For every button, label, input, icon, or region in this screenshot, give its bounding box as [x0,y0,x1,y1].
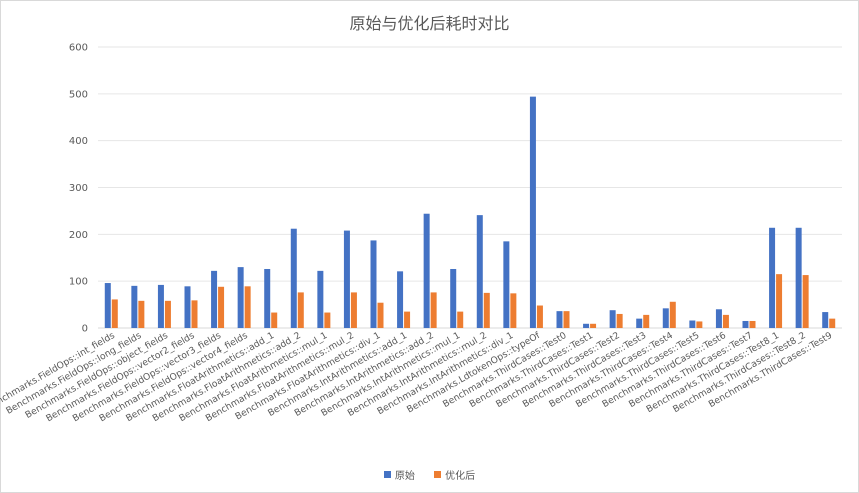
bar-original [715,309,722,328]
bar-original [795,227,802,328]
bar-original [583,323,590,328]
legend-label-original: 原始 [394,471,415,482]
bar-optimized [802,275,809,328]
bar-optimized [510,293,517,328]
y-tick-label: 300 [69,183,88,194]
bar-original [131,285,138,328]
bar-original [689,320,696,328]
bar-optimized [563,311,570,328]
bar-optimized [616,313,623,328]
legend-item-optimized: 优化后 [434,467,475,482]
bar-optimized [696,321,703,328]
bar-original [503,241,510,328]
y-tick-label: 200 [69,230,88,241]
bar-original [184,286,191,328]
bar-original [370,240,377,328]
bar-optimized [829,318,836,328]
bar-optimized [669,301,676,328]
bar-optimized [138,300,145,328]
bar-original [104,283,111,328]
y-tick-label: 0 [82,324,88,335]
bar-original [636,318,643,328]
bar-original [769,227,776,328]
chart-title: 原始与优化后耗时对比 [349,14,510,33]
bar-original [529,96,536,328]
bar-optimized [271,312,278,328]
bar-optimized [324,312,331,328]
bar-original [450,268,457,328]
bar-optimized [749,320,756,328]
legend: 原始 优化后 [0,467,859,482]
bar-optimized [536,305,543,328]
legend-label-optimized: 优化后 [445,471,476,482]
y-tick-label: 500 [69,89,88,100]
bar-optimized [722,314,729,328]
bar-original [343,230,350,328]
bar-original [237,267,244,328]
bar-original [476,215,483,328]
y-tick-label: 100 [69,277,88,288]
bar-original [423,213,430,328]
bar-optimized [218,286,225,328]
y-tick-label: 600 [69,43,88,54]
bar-optimized [297,292,304,328]
bar-original [662,308,669,328]
y-tick-label: 400 [69,136,88,147]
gridlines [98,46,842,329]
bar-original [290,228,297,328]
x-axis-labels: Benchmarks.FieldOps::int_fieldsBenchmark… [0,330,834,425]
bar-original [742,320,749,328]
bar-optimized [590,323,597,328]
bar-optimized [643,314,650,328]
bar-optimized [457,311,464,328]
legend-swatch-optimized [434,471,442,478]
bar-optimized [430,292,437,328]
bar-optimized [191,300,198,328]
bar-optimized [164,300,171,328]
bar-original [264,268,271,328]
legend-swatch-original [383,471,391,478]
bar-original [822,312,829,328]
bar-optimized [244,286,251,328]
legend-item-original: 原始 [383,467,415,482]
bar-original [317,270,324,328]
bar-optimized [483,292,490,328]
bar-optimized [350,292,357,328]
bar-optimized [377,302,384,328]
bars [104,96,836,328]
bar-optimized [776,274,783,328]
bar-original [397,271,404,328]
bar-original [211,270,218,328]
bar-optimized [111,299,118,328]
bar-original [157,284,164,328]
bar-original [609,310,616,328]
bar-original [556,311,563,328]
y-axis-ticks: 0 100 200 300 400 500 600 [69,43,88,335]
bar-optimized [404,311,411,328]
